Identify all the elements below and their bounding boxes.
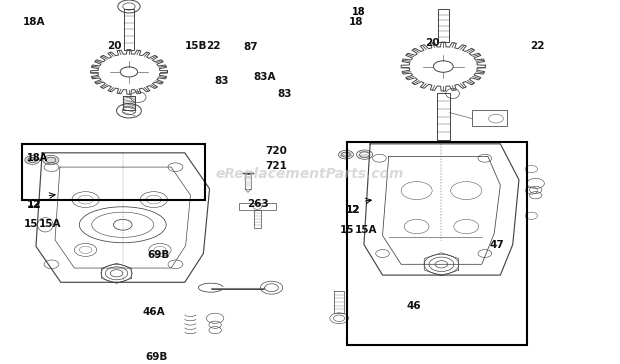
- Text: 12: 12: [345, 205, 360, 215]
- Text: 83: 83: [278, 89, 292, 99]
- Bar: [347, 142, 527, 345]
- Bar: [472, 110, 507, 126]
- Text: 47: 47: [490, 240, 505, 250]
- Text: 69B: 69B: [146, 352, 168, 363]
- Text: 263: 263: [247, 199, 268, 209]
- Text: 83A: 83A: [253, 72, 275, 82]
- Text: 720: 720: [265, 146, 287, 157]
- Bar: [22, 144, 205, 199]
- Text: 20: 20: [107, 41, 122, 51]
- Text: 15A: 15A: [39, 219, 61, 229]
- Text: 20: 20: [425, 38, 439, 48]
- Text: 22: 22: [206, 41, 221, 51]
- Text: 15A: 15A: [355, 225, 378, 235]
- Text: 12: 12: [27, 198, 41, 209]
- Text: 15: 15: [24, 219, 38, 229]
- Text: 18: 18: [352, 7, 366, 17]
- Text: 12: 12: [345, 205, 360, 215]
- Text: 18A: 18A: [23, 17, 45, 27]
- Text: 46A: 46A: [143, 308, 165, 317]
- Text: 12: 12: [27, 199, 41, 210]
- Text: 22: 22: [530, 41, 544, 51]
- Text: 15B: 15B: [185, 41, 207, 51]
- Text: 721: 721: [265, 161, 287, 171]
- Text: eReplacementParts.com: eReplacementParts.com: [216, 167, 404, 181]
- Text: 18: 18: [348, 17, 363, 27]
- Bar: [239, 203, 276, 210]
- Text: 69B: 69B: [147, 250, 169, 260]
- Text: 83: 83: [214, 75, 228, 86]
- Text: 15: 15: [340, 225, 354, 235]
- Text: 87: 87: [244, 42, 259, 52]
- Text: 18A: 18A: [27, 153, 48, 163]
- Text: 46: 46: [406, 301, 421, 311]
